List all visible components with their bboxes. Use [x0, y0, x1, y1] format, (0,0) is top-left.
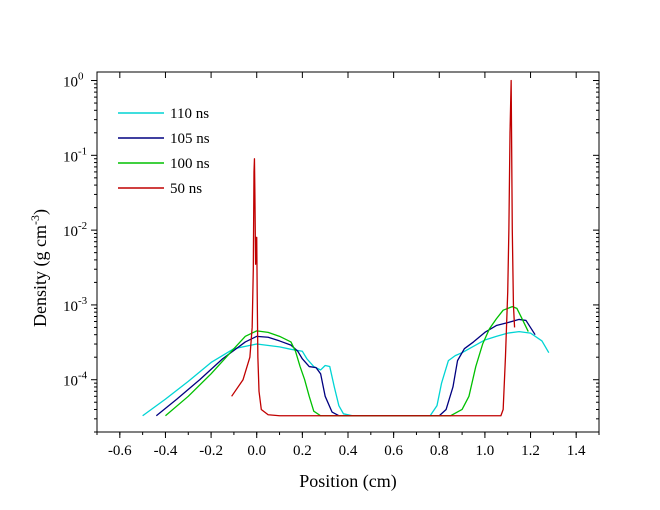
legend-label: 100 ns — [170, 156, 210, 172]
series-line-50-ns — [231, 79, 516, 417]
x-tick-label: -0.6 — [108, 443, 132, 459]
y-tick-label: 10-2 — [63, 220, 87, 240]
plot-frame — [96, 71, 600, 433]
x-tick-label: -0.4 — [154, 443, 178, 459]
x-axis-label: Position (cm) — [299, 471, 397, 492]
y-axis-label-close: ) — [30, 209, 51, 215]
series-line-100-ns — [165, 305, 529, 417]
x-tick-label: 0.4 — [339, 443, 358, 459]
y-axis: 10-4 10-3 10-2 10-1 100 — [63, 71, 599, 433]
y-tick-label: 10-1 — [63, 145, 87, 165]
y-tick-label: 100 — [63, 71, 84, 91]
x-tick-label: 0.2 — [293, 443, 312, 459]
legend-label: 110 ns — [170, 106, 209, 122]
legend-label: 105 ns — [170, 131, 210, 147]
y-axis-label-exponent: -3 — [28, 215, 42, 225]
x-tick-label: 0.0 — [247, 443, 266, 459]
x-tick-label: 1.0 — [476, 443, 495, 459]
x-tick-label: 1.2 — [521, 443, 540, 459]
y-axis-label-base: Density (g cm — [30, 225, 51, 327]
y-tick-label: 10-4 — [63, 370, 88, 390]
x-tick-label: 0.8 — [430, 443, 449, 459]
x-axis: -0.6 -0.4 -0.2 0.0 0.2 0.4 0.6 0.8 1.0 1.2 1.4 — [96, 72, 600, 459]
x-tick-label: 1.4 — [567, 443, 586, 459]
legend-label: 50 ns — [170, 181, 202, 197]
y-axis-label: Density (g cm-3) — [28, 209, 51, 327]
series-line-110-ns — [142, 330, 550, 417]
x-tick-label: 0.6 — [384, 443, 403, 459]
series-lines — [142, 79, 550, 417]
y-tick-label: 10-3 — [63, 295, 88, 315]
x-tick-label: -0.2 — [199, 443, 223, 459]
series-line-105-ns — [155, 318, 536, 417]
legend: 110 ns 105 ns 100 ns 50 ns — [118, 106, 210, 197]
